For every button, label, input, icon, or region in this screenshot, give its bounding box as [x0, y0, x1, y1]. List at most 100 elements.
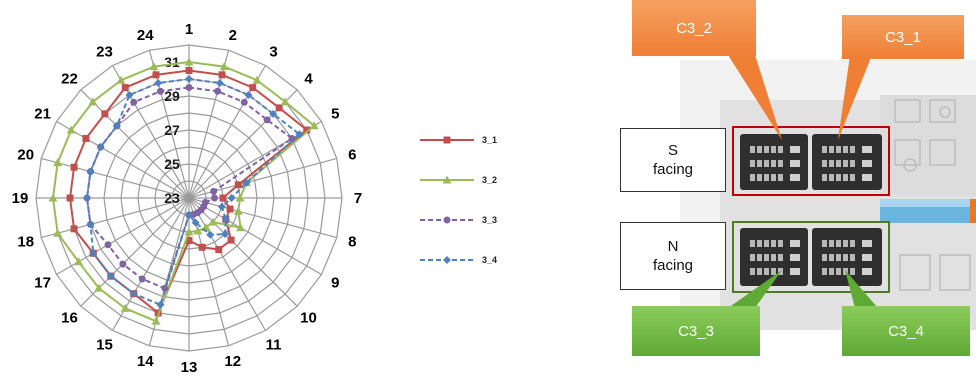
callout-c3-1-label: C3_1 — [885, 28, 921, 46]
data-point — [53, 158, 63, 167]
data-point — [156, 300, 165, 309]
data-point — [219, 62, 229, 71]
data-point — [130, 98, 138, 106]
legend-item-3_2: 3_2 — [420, 175, 497, 185]
legend-label: 3_4 — [482, 255, 497, 265]
rack-cell — [843, 146, 848, 153]
legend-label: 3_3 — [482, 215, 497, 225]
data-point — [106, 272, 115, 281]
rack-cell — [862, 174, 872, 181]
rack-cell — [829, 160, 834, 167]
rack-cell — [850, 174, 855, 181]
rack-cell — [790, 268, 800, 275]
data-point — [217, 202, 226, 211]
data-point — [88, 97, 98, 106]
data-point — [74, 257, 84, 266]
data-point — [295, 130, 304, 139]
data-point — [151, 316, 161, 325]
floor-plan-panel: C3_2 C3_1 C3_3 C3_4 S facing N facing — [610, 0, 976, 376]
spoke-label-5: 5 — [331, 106, 339, 123]
data-point — [234, 181, 242, 189]
rack-cell — [771, 254, 776, 261]
data-point — [269, 109, 278, 118]
data-point — [303, 126, 311, 134]
data-point — [116, 75, 126, 84]
c3-2-pointer — [728, 55, 782, 140]
rack-cell — [850, 268, 855, 275]
legend-label: 3_2 — [482, 175, 497, 185]
data-point — [184, 227, 194, 236]
rack-cell — [822, 268, 827, 275]
data-point — [227, 194, 236, 202]
ring-label-25: 25 — [164, 156, 180, 172]
spoke-label-12: 12 — [224, 353, 241, 370]
rack-cell — [764, 254, 769, 261]
series-line-3_1 — [68, 69, 309, 315]
spoke-label-13: 13 — [181, 359, 198, 376]
data-point — [185, 211, 193, 219]
data-point — [185, 75, 193, 83]
rack-cell — [843, 254, 848, 261]
rack-cell — [850, 146, 855, 153]
c3-1-pointer — [838, 55, 872, 140]
callout-c3-3: C3_3 — [632, 306, 760, 356]
rack-cell — [790, 240, 800, 247]
rack-cell — [778, 240, 783, 247]
rack-cell — [778, 174, 783, 181]
rack-cell — [850, 160, 855, 167]
rack-cell — [764, 174, 769, 181]
rack-cell — [836, 240, 841, 247]
data-point — [152, 71, 160, 79]
spoke-label-7: 7 — [354, 190, 362, 207]
ring-label-23: 23 — [164, 190, 180, 206]
rack-cell — [829, 240, 834, 247]
ring-labels: 23 25 27 29 31 — [164, 54, 180, 206]
data-point — [309, 121, 319, 130]
data-point — [191, 218, 200, 227]
data-point — [210, 187, 218, 195]
data-point — [70, 225, 78, 233]
rack-cell — [836, 174, 841, 181]
data-point — [121, 84, 129, 92]
rack-cell — [836, 268, 841, 275]
grid-spoke — [188, 197, 337, 239]
rack-cell — [790, 174, 800, 181]
data-point — [82, 135, 90, 142]
data-point — [96, 143, 105, 151]
s-facing-line2: facing — [652, 161, 694, 178]
data-point — [211, 194, 218, 202]
data-point — [156, 87, 164, 95]
spoke-label-9: 9 — [331, 275, 339, 292]
rack-cell — [790, 146, 800, 153]
data-point — [119, 260, 127, 268]
spoke-label-21: 21 — [34, 106, 51, 123]
data-point — [233, 206, 243, 215]
callout-c3-4: C3_4 — [842, 306, 970, 356]
rack-cell — [829, 254, 834, 261]
data-point — [149, 62, 159, 71]
rack-cell — [822, 240, 827, 247]
grid-spoke — [41, 157, 190, 199]
data-point — [288, 135, 296, 142]
callout-c3-4-label: C3_4 — [888, 322, 924, 340]
grid-spoke — [56, 120, 190, 199]
rack-cell — [836, 146, 841, 153]
s-facing-label: S facing — [620, 128, 726, 192]
s-facing-frame — [732, 126, 890, 196]
callout-c3-1: C3_1 — [842, 15, 964, 59]
rack-cell — [843, 240, 848, 247]
legend-marker — [443, 256, 451, 264]
rack-cell — [750, 174, 755, 181]
n-facing-line2: facing — [652, 257, 694, 274]
rack-cell — [764, 146, 769, 153]
data-point — [184, 57, 194, 66]
rack-cell — [757, 146, 762, 153]
n-facing-line1: N — [667, 238, 679, 255]
data-point — [138, 275, 146, 283]
rack-cell — [750, 160, 755, 167]
data-point — [66, 125, 76, 134]
data-point — [219, 194, 227, 202]
rack-cell — [829, 174, 834, 181]
legend-marker — [442, 175, 452, 184]
grid-spoke — [41, 197, 190, 239]
